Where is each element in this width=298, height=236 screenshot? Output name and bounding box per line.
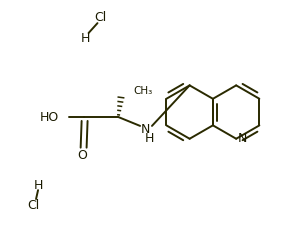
Text: O: O: [78, 149, 88, 162]
Text: N: N: [140, 123, 150, 136]
Text: Cl: Cl: [27, 199, 39, 212]
Text: H: H: [33, 179, 43, 192]
Text: H: H: [81, 32, 90, 46]
Text: N: N: [238, 132, 248, 145]
Text: HO: HO: [40, 110, 59, 123]
Text: Cl: Cl: [94, 11, 107, 24]
Text: H: H: [144, 132, 154, 145]
Text: CH₃: CH₃: [133, 86, 152, 96]
